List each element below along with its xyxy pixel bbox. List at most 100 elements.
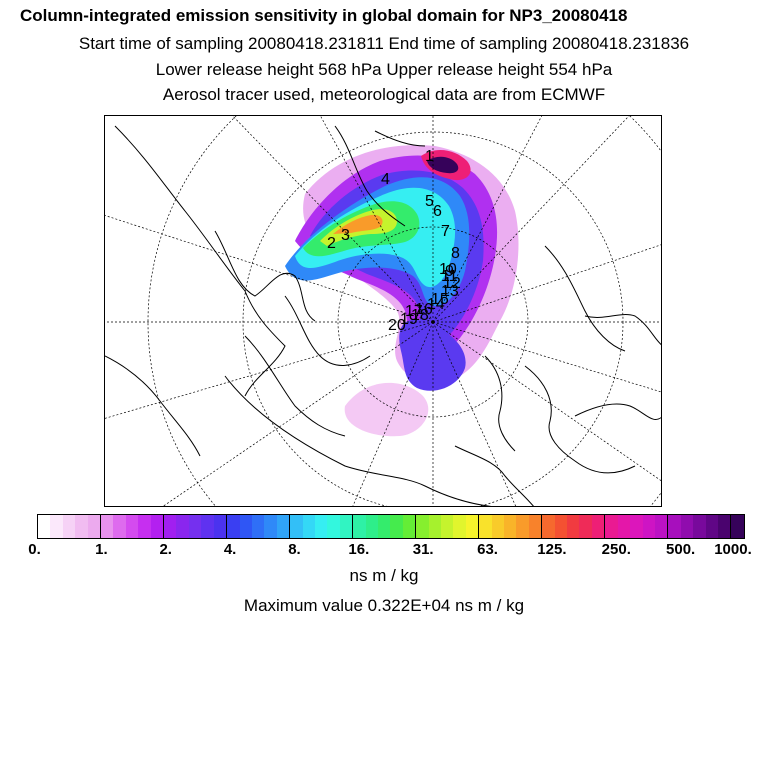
colorbar-tick-label: 1. bbox=[95, 541, 108, 558]
track-label: 10 bbox=[439, 261, 457, 278]
colorbar-tick-label: 500. bbox=[666, 541, 696, 558]
colorbar-cell bbox=[251, 515, 265, 538]
sampling-times: Start time of sampling 20080418.231811 E… bbox=[78, 34, 690, 53]
colorbar-cell bbox=[617, 515, 631, 538]
colorbar-cell bbox=[428, 515, 441, 538]
colorbar-cell bbox=[163, 515, 177, 538]
colorbar-cell bbox=[579, 515, 592, 538]
colorbar-cell bbox=[289, 515, 303, 538]
colorbar-cell bbox=[226, 515, 240, 538]
colorbar-tick-label: 250. bbox=[601, 541, 631, 558]
tracer-note: Aerosol tracer used, meteorological data… bbox=[162, 85, 606, 104]
colorbar-cell bbox=[516, 515, 529, 538]
colorbar-cell bbox=[680, 515, 694, 538]
maximum-value: Maximum value 0.322E+04 ns m / kg bbox=[243, 596, 525, 615]
colorbar-cell bbox=[125, 515, 139, 538]
colorbar-tick-label: 8. bbox=[288, 541, 301, 558]
colorbar-cell bbox=[591, 515, 605, 538]
colorbar-cell bbox=[465, 515, 479, 538]
colorbar-cell bbox=[528, 515, 542, 538]
colorbar-tick-label: 2. bbox=[159, 541, 172, 558]
colorbar-cell bbox=[554, 515, 568, 538]
colorbar-cell bbox=[302, 515, 315, 538]
colorbar-cell bbox=[365, 515, 378, 538]
colorbar-tick-label: 0. bbox=[28, 541, 41, 558]
colorbar-cell bbox=[62, 515, 76, 538]
colorbar-cell bbox=[390, 515, 403, 538]
colorbar-cell bbox=[604, 515, 618, 538]
colorbar bbox=[37, 514, 745, 539]
colorbar-cell bbox=[239, 515, 252, 538]
track-label: 6 bbox=[433, 203, 442, 220]
track-label: 18 bbox=[411, 307, 429, 324]
coastlines bbox=[105, 125, 661, 506]
colorbar-cell bbox=[441, 515, 454, 538]
track-label: 16 bbox=[415, 301, 433, 318]
colorbar-cell bbox=[654, 515, 668, 538]
track-label: 2 bbox=[327, 235, 336, 252]
track-label: 4 bbox=[381, 171, 390, 188]
colorbar-cell bbox=[352, 515, 366, 538]
colorbar-cell bbox=[630, 515, 643, 538]
colorbar-cell bbox=[541, 515, 555, 538]
track-label: 17 bbox=[405, 303, 423, 320]
track-label: 8 bbox=[451, 245, 460, 262]
colorbar-cell bbox=[642, 515, 655, 538]
map-canvas: 1 2 3 4 5 6 7 8 9 10 11 12 13 14 15 16 1… bbox=[105, 116, 661, 506]
track-label: 1 bbox=[425, 148, 434, 165]
colorbar-unit: ns m / kg bbox=[349, 566, 419, 585]
release-heights: Lower release height 568 hPa Upper relea… bbox=[155, 60, 613, 79]
colorbar-cell bbox=[478, 515, 492, 538]
colorbar-cell bbox=[176, 515, 189, 538]
track-label: 3 bbox=[341, 227, 350, 244]
colorbar-cell bbox=[717, 515, 731, 538]
colorbar-cell bbox=[415, 515, 429, 538]
track-labels: 1 2 3 4 5 6 7 8 9 10 11 12 13 14 15 16 1… bbox=[327, 148, 461, 334]
colorbar-tick-label: 4. bbox=[223, 541, 237, 558]
track-label: 12 bbox=[443, 275, 461, 292]
colorbar-cell bbox=[327, 515, 340, 538]
track-label: 11 bbox=[441, 268, 458, 285]
colorbar-cell bbox=[38, 515, 51, 538]
colorbar-cell bbox=[705, 515, 718, 538]
colorbar-cell bbox=[402, 515, 416, 538]
colorbar-cell bbox=[314, 515, 328, 538]
sensitivity-plume bbox=[285, 145, 519, 437]
colorbar-cell bbox=[491, 515, 505, 538]
track-label: 5 bbox=[425, 193, 434, 210]
colorbar-cell bbox=[50, 515, 63, 538]
colorbar-cell bbox=[138, 515, 151, 538]
colorbar-tick-label: 63. bbox=[477, 541, 498, 558]
colorbar-cell bbox=[504, 515, 517, 538]
figure-title: Column-integrated emission sensitivity i… bbox=[20, 6, 628, 25]
colorbar-cell bbox=[276, 515, 290, 538]
colorbar-cell bbox=[87, 515, 101, 538]
colorbar-cell bbox=[264, 515, 277, 538]
colorbar-cell bbox=[730, 515, 744, 538]
colorbar-cell bbox=[201, 515, 214, 538]
track-label: 7 bbox=[441, 223, 450, 240]
colorbar-cell bbox=[75, 515, 88, 538]
track-label: 20 bbox=[388, 317, 406, 334]
colorbar-cell bbox=[453, 515, 466, 538]
colorbar-cell bbox=[113, 515, 126, 538]
colorbar-tick-label: 16. bbox=[348, 541, 370, 558]
colorbar-cell bbox=[213, 515, 227, 538]
track-label: 14 bbox=[427, 296, 445, 313]
track-label: 9 bbox=[445, 263, 454, 280]
colorbar-cell bbox=[100, 515, 114, 538]
colorbar-cell bbox=[567, 515, 580, 538]
track-label: 19 bbox=[400, 311, 418, 328]
colorbar-cell bbox=[150, 515, 164, 538]
colorbar-tick-label: 125. bbox=[537, 541, 567, 558]
colorbar-cell bbox=[377, 515, 391, 538]
emission-sensitivity-map: 1 2 3 4 5 6 7 8 9 10 11 12 13 14 15 16 1… bbox=[104, 115, 662, 507]
colorbar-tick-label: 1000. bbox=[714, 541, 752, 558]
graticule bbox=[105, 116, 661, 506]
colorbar-cell bbox=[188, 515, 202, 538]
colorbar-cell bbox=[339, 515, 353, 538]
track-label: 15 bbox=[431, 291, 449, 308]
track-label: 13 bbox=[441, 283, 459, 300]
colorbar-tick-label: 31. bbox=[412, 541, 434, 558]
colorbar-cell bbox=[667, 515, 681, 538]
